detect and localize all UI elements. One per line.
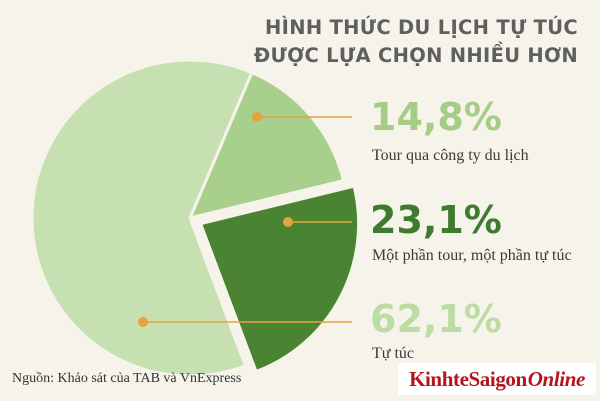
chart-title-line-1: HÌNH THỨC DU LỊCH TỰ TÚC xyxy=(265,16,578,39)
chart-title-line-2: ĐƯỢC LỰA CHỌN NHIỀU HƠN xyxy=(253,44,578,67)
leader-dot xyxy=(252,112,262,122)
leader-dot xyxy=(138,317,148,327)
slice-category-label: Một phần tour, một phần tự túc xyxy=(372,247,572,264)
publisher-logo: KinhteSaigon Online xyxy=(398,363,596,395)
logo-text-main: KinhteSaigon xyxy=(409,366,527,391)
pie-slice xyxy=(198,184,361,374)
slice-category-label: Tour qua công ty du lịch xyxy=(372,147,529,164)
pie-slice xyxy=(30,58,254,378)
source-note: Nguồn: Khảo sát của TAB và VnExpress xyxy=(12,371,242,386)
logo-text-online: Online xyxy=(527,366,586,391)
pie-slice xyxy=(187,70,346,221)
slice-value-label: 62,1% xyxy=(370,297,502,341)
leader-dot xyxy=(283,217,293,227)
slice-value-label: 14,8% xyxy=(370,95,502,139)
slice-category-label: Tự túc xyxy=(372,345,414,362)
slice-value-label: 23,1% xyxy=(370,198,502,242)
